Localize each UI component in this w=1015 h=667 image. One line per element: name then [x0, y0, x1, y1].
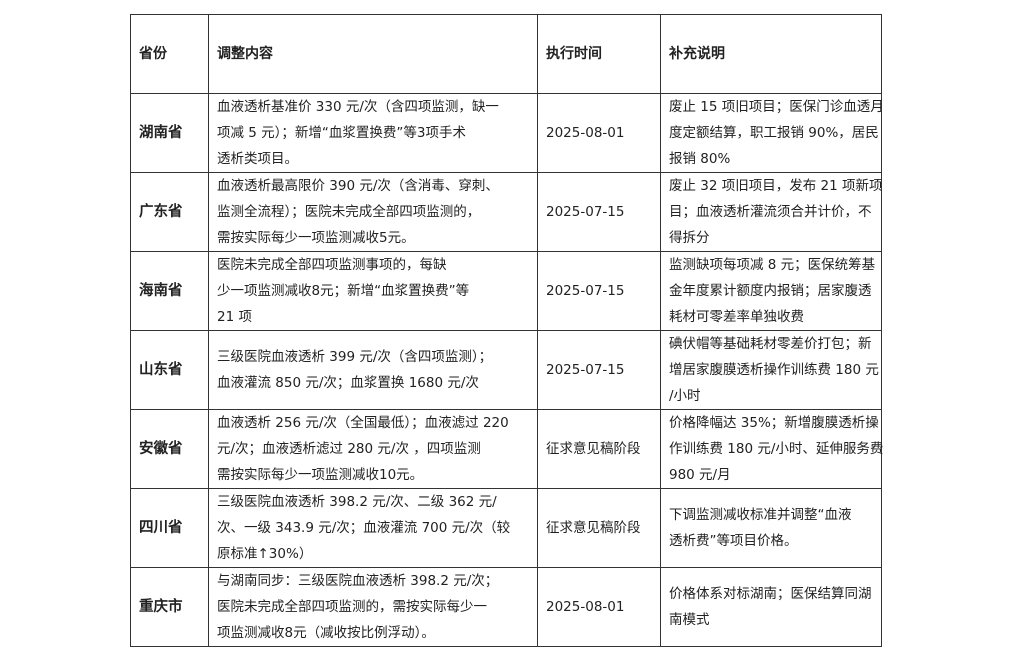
- content-line: 需按实际每少一项监测减收10元。: [217, 467, 424, 483]
- content-line: 血液灌流 850 元/次；血浆置换 1680 元/次: [217, 375, 479, 391]
- note-line: 目；血液透析灌流须合并计价，不: [669, 204, 872, 220]
- note-line: 作训练费 180 元/小时、延伸服务费: [669, 441, 884, 457]
- table-row: 四川省 三级医院血液透析 398.2 元/次、二级 362 元/次、一级 343.…: [130, 488, 882, 568]
- note-line: 得拆分: [669, 230, 710, 246]
- province-cell: 四川省: [130, 488, 209, 568]
- content-cell: 血液透析最高限价 390 元/次（含消毒、穿刺、 监测全流程）；医院未完成全部四项…: [208, 172, 538, 252]
- province-cell: 重庆市: [130, 567, 209, 647]
- content-cell: 三级医院血液透析 399 元/次（含四项监测）； 血液灌流 850 元/次；血浆置…: [208, 330, 538, 410]
- date-cell: 2025-08-01: [537, 93, 661, 173]
- province-cell: 湖南省: [130, 93, 209, 173]
- note-cell: 碘伏帽等基础耗材零差价打包；新 增居家腹膜透析操作训练费 180 元/小时: [660, 330, 882, 410]
- table-row: 安徽省 血液透析 256 元/次（全国最低）；血液滤过 220 元/次；血液透析滤过…: [130, 409, 884, 489]
- note-line: 980 元/月: [669, 467, 731, 483]
- province-cell: 安徽省: [130, 409, 209, 489]
- content-line: 元/次；血液透析滤过 280 元/次 ，四项监测: [217, 441, 481, 457]
- content-line: 透析类项目。: [217, 151, 298, 167]
- table-header-row: 省份 调整内容 执行时间 补充说明: [130, 14, 882, 94]
- note-line: 增居家腹膜透析操作训练费 180 元: [669, 362, 879, 378]
- date-cell: 2025-07-15: [537, 172, 661, 252]
- note-cell: 监测缺项每项减 8 元；医保统筹基 金年度累计额度内报销；居家腹透 耗材可零差率单独…: [660, 251, 882, 331]
- note-line: 下调监测减收标准并调整“血液: [669, 507, 852, 523]
- content-line: 三级医院血液透析 399 元/次（含四项监测）；: [217, 349, 493, 365]
- note-line: 南模式: [669, 612, 710, 628]
- note-line: 度定额结算，职工报销 90%，居民: [669, 125, 879, 141]
- header-note: 补充说明: [660, 14, 882, 94]
- note-line: 价格降幅达 35%；新增腹膜透析操: [669, 415, 879, 431]
- content-cell: 医院未完成全部四项监测事项的，每缺少一项监测减收8元；新增“血浆置换费”等 21 …: [208, 251, 538, 331]
- note-cell: 下调监测减收标准并调整“血液 透析费”等项目价格。: [660, 488, 882, 568]
- content-line: 21 项: [217, 309, 252, 325]
- content-line: 少一项监测减收8元；新增“血浆置换费”等: [217, 283, 470, 299]
- header-date: 执行时间: [537, 14, 661, 94]
- note-line: /小时: [669, 388, 701, 404]
- note-line: 透析费”等项目价格。: [669, 533, 798, 549]
- content-line: 血液透析最高限价 390 元/次（含消毒、穿刺、: [217, 178, 499, 194]
- note-line: 碘伏帽等基础耗材零差价打包；新: [669, 336, 872, 352]
- date-cell: 征求意见稿阶段: [537, 488, 661, 568]
- content-line: 需按实际每少一项监测减收5元。: [217, 230, 415, 246]
- content-line: 血液透析基准价 330 元/次（含四项监测，缺一: [217, 99, 499, 115]
- content-cell: 血液透析 256 元/次（全国最低）；血液滤过 220 元/次；血液透析滤过 28…: [208, 409, 538, 489]
- content-line: 血液透析 256 元/次（全国最低）；血液滤过 220: [217, 415, 509, 431]
- note-cell: 废止 15 项旧项目；医保门诊血透月 度定额结算，职工报销 90%，居民 报销 80…: [660, 93, 884, 173]
- note-line: 价格体系对标湖南；医保结算同湖: [669, 586, 872, 602]
- date-cell: 征求意见稿阶段: [537, 409, 661, 489]
- content-cell: 三级医院血液透析 398.2 元/次、二级 362 元/次、一级 343.9 元…: [208, 488, 538, 568]
- date-cell: 2025-07-15: [537, 330, 661, 410]
- note-cell: 价格降幅达 35%；新增腹膜透析操 作训练费 180 元/小时、延伸服务费 980 …: [660, 409, 884, 489]
- header-content: 调整内容: [208, 14, 538, 94]
- content-line: 医院未完成全部四项监测事项的，每缺: [217, 257, 447, 273]
- note-line: 报销 80%: [669, 151, 731, 167]
- content-line: 原标准↑30%）: [217, 546, 313, 562]
- province-cell: 海南省: [130, 251, 209, 331]
- province-cell: 广东省: [130, 172, 209, 252]
- note-line: 耗材可零差率单独收费: [669, 309, 804, 325]
- content-line: 三级医院血液透析 398.2 元/次、二级 362 元/: [217, 494, 497, 510]
- content-line: 项监测减收8元（减收按比例浮动）。: [217, 625, 435, 641]
- note-cell: 价格体系对标湖南；医保结算同湖 南模式: [660, 567, 882, 647]
- note-line: 废止 32 项旧项目，发布 21 项新项: [669, 178, 883, 194]
- date-cell: 2025-08-01: [537, 567, 661, 647]
- content-line: 监测全流程）；医院未完成全部四项监测的，: [217, 204, 481, 220]
- content-line: 与湖南同步：三级医院血液透析 398.2 元/次；: [217, 573, 499, 589]
- table-row: 海南省 医院未完成全部四项监测事项的，每缺少一项监测减收8元；新增“血浆置换费”等…: [130, 251, 882, 331]
- content-line: 项减 5 元）；新增“血浆置换费”等3项手术: [217, 125, 466, 141]
- date-cell: 2025-07-15: [537, 251, 661, 331]
- content-line: 次、一级 343.9 元/次；血液灌流 700 元/次（较: [217, 520, 511, 536]
- table-row: 山东省 三级医院血液透析 399 元/次（含四项监测）； 血液灌流 850 元/次；…: [130, 330, 882, 410]
- note-line: 监测缺项每项减 8 元；医保统筹基: [669, 257, 876, 273]
- content-cell: 血液透析基准价 330 元/次（含四项监测，缺一 项减 5 元）；新增“血浆置换费…: [208, 93, 538, 173]
- table-row: 重庆市 与湖南同步：三级医院血液透析 398.2 元/次； 医院未完成全部四项监测的…: [130, 567, 882, 647]
- content-cell: 与湖南同步：三级医院血液透析 398.2 元/次； 医院未完成全部四项监测的，需按…: [208, 567, 538, 647]
- table-row: 湖南省 血液透析基准价 330 元/次（含四项监测，缺一 项减 5 元）；新增“血浆…: [130, 93, 884, 173]
- content-line: 医院未完成全部四项监测的，需按实际每少一: [217, 599, 487, 615]
- header-province: 省份: [130, 14, 209, 94]
- note-cell: 废止 32 项旧项目，发布 21 项新项 目；血液透析灌流须合并计价，不 得拆分: [660, 172, 883, 252]
- table-row: 广东省 血液透析最高限价 390 元/次（含消毒、穿刺、 监测全流程）；医院未完成全…: [130, 172, 883, 252]
- province-cell: 山东省: [130, 330, 209, 410]
- note-line: 金年度累计额度内报销；居家腹透: [669, 283, 872, 299]
- note-line: 废止 15 项旧项目；医保门诊血透月: [669, 99, 884, 115]
- policy-table: 省份 调整内容 执行时间 补充说明 湖南省 血液透析基准价 330 元/次（含四项…: [130, 14, 884, 647]
